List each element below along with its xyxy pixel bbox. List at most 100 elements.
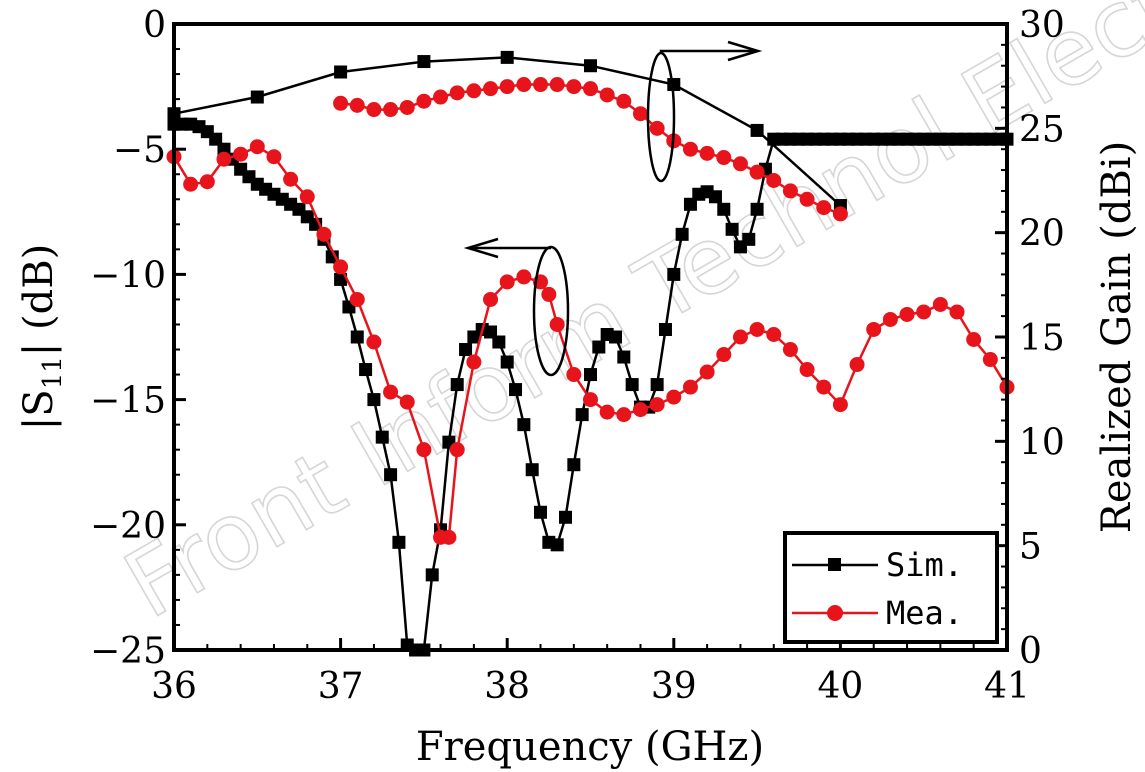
data-point bbox=[732, 329, 748, 345]
data-point bbox=[575, 408, 589, 422]
data-point bbox=[325, 250, 339, 264]
data-point bbox=[483, 291, 499, 307]
data-point bbox=[349, 97, 365, 113]
data-point bbox=[916, 304, 932, 320]
legend: Sim. Mea. bbox=[783, 531, 999, 644]
data-point bbox=[534, 505, 548, 519]
data-point bbox=[533, 77, 549, 93]
data-point bbox=[816, 379, 832, 395]
data-point bbox=[682, 379, 698, 395]
y-right-tick-label: 0 bbox=[1019, 631, 1042, 672]
y-axis-left-label: |S11| (dB) bbox=[16, 244, 68, 430]
data-point bbox=[632, 106, 648, 122]
y-left-label-tail: | (dB) bbox=[16, 244, 62, 356]
data-point bbox=[233, 146, 249, 162]
data-point bbox=[625, 378, 639, 392]
data-point bbox=[832, 397, 848, 413]
data-point bbox=[450, 378, 464, 392]
data-point bbox=[932, 296, 948, 312]
y-right-tick-label: 20 bbox=[1019, 214, 1065, 255]
data-point bbox=[383, 384, 399, 400]
data-point bbox=[599, 404, 615, 420]
annotation-group bbox=[463, 40, 763, 377]
data-point bbox=[250, 90, 264, 104]
data-point bbox=[649, 120, 665, 136]
data-point bbox=[183, 176, 199, 192]
data-point bbox=[459, 343, 473, 357]
x-axis-label: Frequency (GHz) bbox=[416, 724, 764, 770]
data-point bbox=[466, 83, 482, 99]
data-point bbox=[334, 65, 348, 79]
data-point bbox=[749, 321, 765, 337]
data-point bbox=[716, 150, 732, 166]
data-point bbox=[666, 389, 682, 405]
data-point bbox=[725, 222, 739, 236]
data-point bbox=[766, 326, 782, 342]
data-point bbox=[799, 362, 815, 378]
data-point bbox=[649, 397, 665, 413]
data-point bbox=[617, 350, 631, 364]
x-tick-label: 36 bbox=[151, 666, 197, 707]
series-0-sim-left bbox=[167, 117, 1014, 657]
data-point bbox=[299, 189, 315, 205]
annotation-ellipse-gain bbox=[646, 51, 676, 183]
data-point bbox=[509, 383, 523, 397]
data-point bbox=[366, 102, 382, 118]
data-point bbox=[699, 364, 715, 380]
data-point bbox=[359, 363, 373, 377]
data-point bbox=[750, 123, 764, 137]
x-tick-label: 40 bbox=[817, 666, 863, 707]
data-point bbox=[492, 335, 506, 349]
data-point bbox=[425, 568, 439, 582]
data-point bbox=[333, 95, 349, 111]
data-point bbox=[982, 352, 998, 368]
data-point bbox=[366, 334, 382, 350]
data-point bbox=[667, 267, 681, 281]
data-point bbox=[717, 202, 731, 216]
data-point bbox=[525, 463, 539, 477]
data-point bbox=[658, 322, 672, 336]
data-point bbox=[566, 79, 582, 95]
data-point bbox=[682, 141, 698, 157]
x-tick-label: 38 bbox=[484, 666, 530, 707]
legend-marker-sim bbox=[828, 558, 841, 571]
series-1-mea-left bbox=[166, 139, 1015, 545]
data-point bbox=[782, 342, 798, 358]
data-point bbox=[466, 354, 482, 370]
data-point bbox=[350, 330, 364, 344]
data-point bbox=[283, 171, 299, 187]
data-point bbox=[882, 311, 898, 327]
data-point bbox=[899, 306, 915, 322]
data-point bbox=[966, 332, 982, 348]
data-point bbox=[383, 102, 399, 118]
data-point bbox=[567, 458, 581, 472]
arrowhead-right-icon bbox=[727, 40, 763, 62]
data-point bbox=[566, 367, 582, 383]
y-right-tick-label: 25 bbox=[1019, 109, 1065, 150]
data-point bbox=[683, 197, 697, 211]
data-point bbox=[217, 142, 231, 156]
data-point bbox=[316, 226, 332, 242]
tick-group bbox=[172, 22, 1009, 652]
data-point bbox=[399, 394, 415, 410]
data-point bbox=[799, 191, 815, 207]
data-point bbox=[416, 93, 432, 109]
data-point bbox=[583, 392, 598, 408]
data-point bbox=[766, 173, 782, 188]
data-point bbox=[433, 89, 449, 105]
data-point bbox=[349, 291, 365, 307]
y-left-tick-label: −20 bbox=[90, 506, 166, 547]
data-point bbox=[742, 232, 756, 246]
data-point bbox=[699, 145, 715, 161]
data-point bbox=[384, 468, 398, 482]
data-point bbox=[675, 227, 689, 241]
y-left-label-sub: 11 bbox=[38, 356, 68, 389]
data-point bbox=[399, 99, 415, 115]
y-right-tick-label: 30 bbox=[1019, 5, 1065, 46]
legend-label-sim: Sim. bbox=[886, 546, 963, 584]
data-point bbox=[499, 274, 515, 290]
y-left-tick-label: −10 bbox=[90, 255, 166, 296]
y-right-tick-label: 15 bbox=[1019, 318, 1065, 359]
